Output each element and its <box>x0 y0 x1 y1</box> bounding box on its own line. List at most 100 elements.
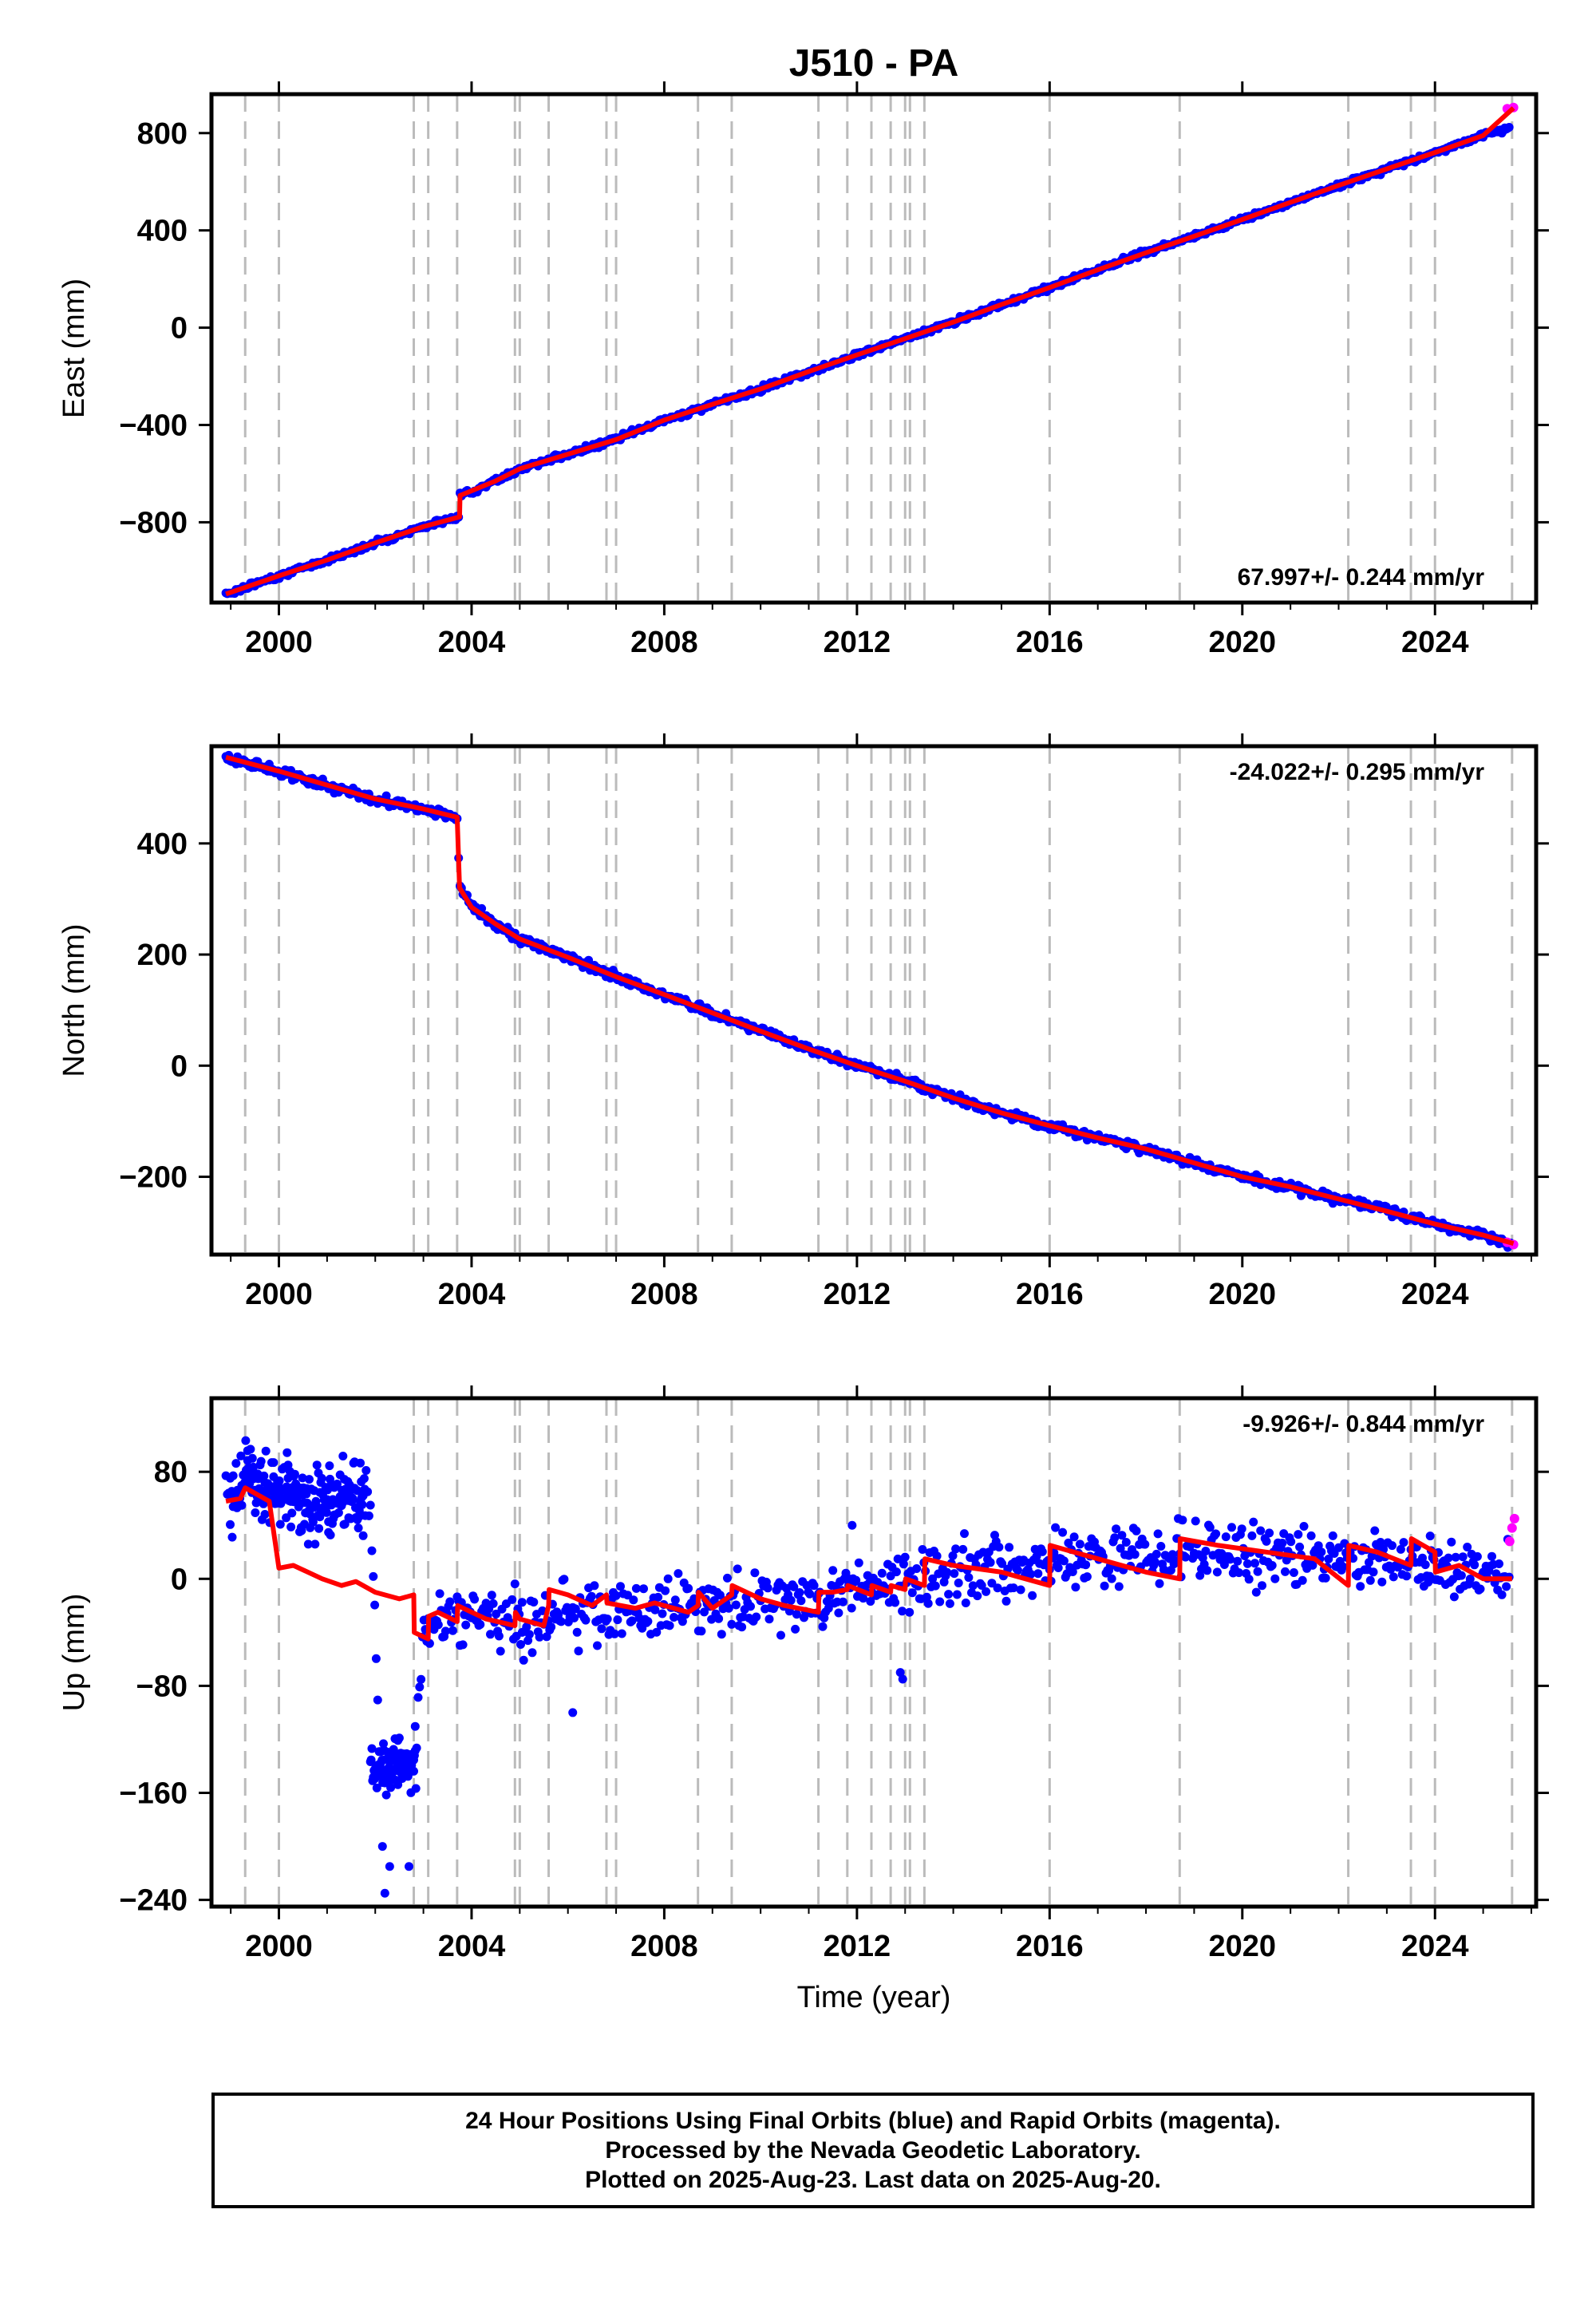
final-orbit-point <box>935 1597 945 1607</box>
y-tick-label: 0 <box>171 1049 188 1083</box>
final-orbit-point <box>986 1558 995 1567</box>
final-orbit-point <box>824 1603 833 1613</box>
final-orbit-point <box>945 1599 954 1608</box>
north-panel: 2000 2004 2008 2012 2016 2020 2024 −200 0 200 400 N… <box>57 733 1549 1311</box>
x-tick-label: 2008 <box>630 1278 698 1311</box>
final-orbit-point <box>1226 1555 1235 1564</box>
final-orbit-point <box>670 1595 680 1605</box>
final-orbit-point <box>317 1473 326 1483</box>
final-orbit-point <box>461 1620 471 1630</box>
final-orbit-point <box>417 1674 426 1684</box>
final-orbit-point <box>776 1630 785 1640</box>
final-orbit-point <box>1132 1526 1141 1535</box>
final-orbit-point <box>559 1575 569 1584</box>
final-orbit-point <box>597 1624 606 1634</box>
final-orbit-point <box>851 1575 861 1585</box>
final-orbit-point <box>363 1487 373 1496</box>
final-orbit-point <box>1152 1549 1161 1559</box>
outlier-point <box>380 1888 389 1898</box>
final-orbit-point <box>1167 1550 1177 1559</box>
final-orbit-point <box>727 1619 737 1629</box>
final-orbit-point <box>1487 1551 1496 1561</box>
final-orbit-point <box>643 1617 653 1626</box>
final-orbit-point <box>354 1524 363 1533</box>
final-orbit-point <box>381 1790 391 1800</box>
final-orbit-point <box>487 1591 496 1600</box>
final-orbit-point <box>1071 1583 1080 1592</box>
final-orbit-point <box>1153 1529 1163 1539</box>
final-orbit-point <box>1504 123 1514 132</box>
chart-title: J510 - PA <box>789 42 959 85</box>
final-orbit-point <box>393 1780 403 1789</box>
outlier-point <box>377 1842 387 1852</box>
final-orbit-point <box>818 1622 828 1631</box>
final-orbit-point <box>893 1554 903 1563</box>
final-orbit-point <box>1251 1587 1261 1597</box>
final-orbit-point <box>1201 1547 1211 1555</box>
final-orbit-point <box>492 1609 501 1618</box>
final-orbit-point <box>1069 1532 1079 1542</box>
final-orbit-point <box>1267 1561 1277 1570</box>
final-orbit-point <box>1116 1543 1125 1553</box>
final-orbit-point <box>394 1733 404 1743</box>
final-orbit-point <box>1306 1531 1316 1540</box>
final-orbit-point <box>1155 1579 1164 1588</box>
final-orbit-point <box>731 1600 741 1610</box>
final-orbit-point <box>789 1582 799 1591</box>
final-orbit-point <box>1294 1530 1303 1539</box>
final-orbit-point <box>574 1646 583 1656</box>
final-orbit-point <box>1212 1567 1222 1577</box>
final-orbit-point <box>510 1579 519 1589</box>
final-orbit-point <box>1449 1592 1459 1602</box>
final-orbit-point <box>373 1695 382 1705</box>
final-orbit-point <box>275 1520 285 1529</box>
final-orbit-point <box>1051 1523 1061 1532</box>
final-orbit-point <box>1247 1531 1257 1540</box>
final-orbit-point <box>409 1766 418 1776</box>
final-orbit-point <box>928 1574 938 1583</box>
final-orbit-point <box>907 1588 917 1598</box>
final-orbit-point <box>411 1784 421 1793</box>
final-orbit-point <box>247 1453 257 1463</box>
final-orbit-point <box>639 1584 648 1594</box>
final-orbit-point <box>854 1558 863 1567</box>
y-tick-label: 0 <box>171 312 188 346</box>
final-orbit-point <box>476 1620 485 1629</box>
final-orbit-point <box>1130 1550 1140 1559</box>
final-orbit-point <box>1026 1570 1036 1579</box>
model-fit-line <box>225 1485 1512 1642</box>
final-orbit-point <box>670 1613 678 1622</box>
final-orbit-point <box>415 1682 425 1692</box>
final-orbit-point <box>1418 1553 1427 1563</box>
final-orbit-point <box>542 1632 551 1642</box>
final-orbit-point <box>323 1485 332 1495</box>
final-orbit-point <box>898 1607 907 1616</box>
final-orbit-point <box>674 1569 683 1579</box>
final-orbit-point <box>508 1595 517 1604</box>
final-orbit-point <box>998 1559 1007 1568</box>
final-orbit-point <box>684 1583 693 1593</box>
final-orbit-point <box>1396 1544 1405 1554</box>
y-tick-label: −400 <box>119 409 188 443</box>
final-orbit-point <box>256 1456 266 1466</box>
x-tick-label: 2004 <box>438 1278 506 1311</box>
final-orbit-point <box>1203 1566 1212 1575</box>
final-orbit-point <box>425 1638 434 1648</box>
final-orbit-point <box>326 1530 335 1539</box>
final-orbit-point <box>352 1513 361 1523</box>
final-orbit-point <box>361 1466 371 1475</box>
final-orbit-point <box>663 1574 673 1583</box>
panel-frame <box>209 1396 1539 1909</box>
x-tick-label: 2008 <box>630 1930 698 1963</box>
final-orbit-point <box>237 1500 247 1510</box>
final-orbit-point <box>918 1545 927 1554</box>
final-orbit-point <box>311 1496 321 1506</box>
rapid-orbit-point <box>1509 1513 1519 1524</box>
final-orbit-point <box>1075 1539 1084 1549</box>
final-orbit-point <box>358 1500 367 1509</box>
final-orbit-point <box>593 1641 602 1650</box>
final-orbit-point <box>291 1479 301 1488</box>
y-tick-label: 200 <box>137 939 188 972</box>
final-orbit-point <box>602 1614 612 1624</box>
